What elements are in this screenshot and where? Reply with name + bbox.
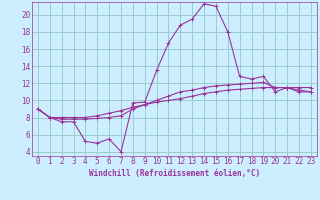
X-axis label: Windchill (Refroidissement éolien,°C): Windchill (Refroidissement éolien,°C)	[89, 169, 260, 178]
